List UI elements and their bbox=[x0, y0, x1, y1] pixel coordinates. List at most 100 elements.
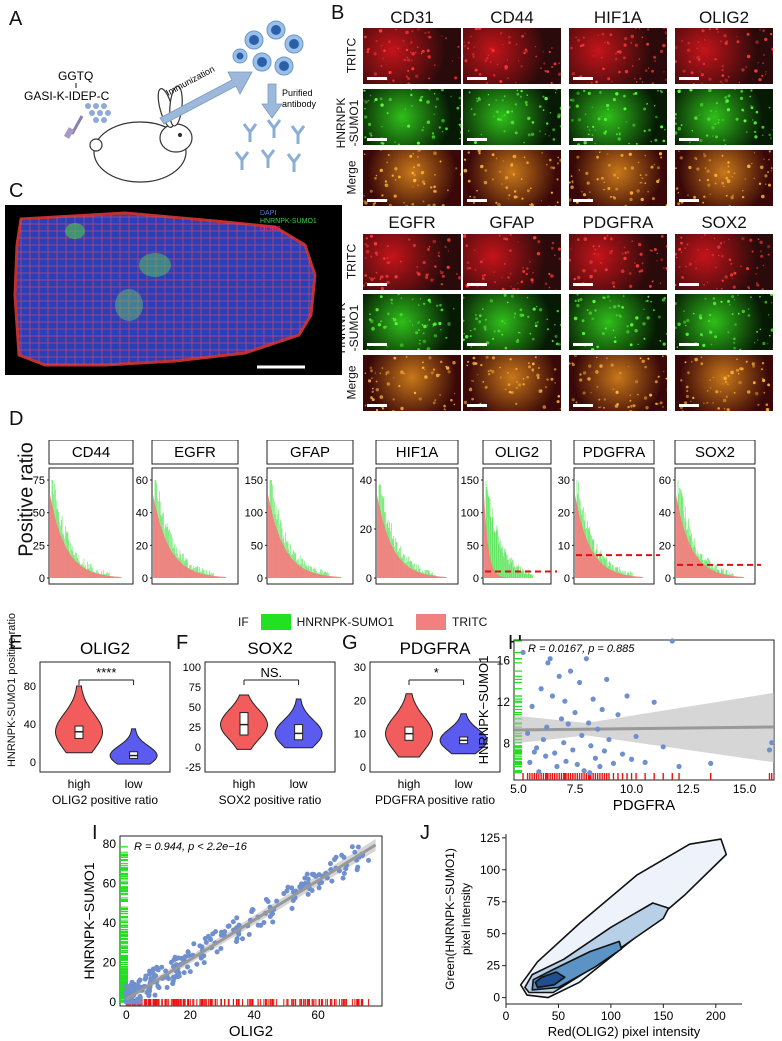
scatter-point bbox=[155, 983, 161, 989]
scatter-point bbox=[246, 931, 252, 937]
scatter-point bbox=[218, 932, 224, 938]
scale-bar bbox=[367, 283, 387, 286]
fit-line bbox=[125, 843, 377, 1001]
micrograph-hif1a-row2 bbox=[568, 149, 668, 207]
scatter-point bbox=[201, 953, 207, 959]
scatter-point bbox=[543, 753, 549, 759]
scale-bar bbox=[679, 77, 699, 80]
violin-xlabel: PDGFRA positive ratio bbox=[375, 793, 495, 807]
tick-label: 80 bbox=[103, 837, 117, 851]
facet-title: GFAP bbox=[290, 444, 330, 461]
scatter-point bbox=[624, 693, 630, 699]
tick-label: 100 bbox=[601, 1009, 621, 1023]
micrograph-egfr-row0 bbox=[362, 233, 462, 291]
scatter-point bbox=[587, 770, 593, 776]
tick-label: 100 bbox=[480, 863, 500, 877]
violin-title: PDGFRA bbox=[400, 639, 472, 658]
tick-label: 100 bbox=[461, 508, 479, 520]
scatter-point bbox=[133, 999, 139, 1005]
scale-bar bbox=[573, 343, 593, 346]
scatter-point bbox=[137, 977, 143, 983]
scatter-point bbox=[549, 693, 556, 699]
micrograph-pdgfra-row2 bbox=[568, 354, 668, 412]
violin-panels: OLIG2 0 40 80 high low **** OLIG2 positive rati… bbox=[24, 639, 501, 807]
scatter-point bbox=[298, 881, 304, 887]
scale-bar bbox=[679, 404, 699, 407]
scatter-point bbox=[152, 992, 158, 998]
scale-bar bbox=[367, 199, 387, 202]
tick-label: 50 bbox=[251, 540, 263, 552]
scale-bar bbox=[367, 404, 387, 407]
scatter-point bbox=[708, 760, 714, 767]
tritc-area bbox=[268, 494, 342, 578]
scatter-point bbox=[265, 898, 271, 904]
fit-line bbox=[513, 725, 775, 732]
scatter-point bbox=[579, 732, 585, 739]
scatter-point bbox=[339, 852, 345, 858]
tick-label: 20 bbox=[103, 956, 117, 970]
scatter-point bbox=[327, 861, 333, 867]
scatter-point bbox=[606, 736, 612, 743]
scatter-point bbox=[565, 721, 571, 727]
panel-a-label: A bbox=[9, 8, 23, 30]
scatter-point bbox=[289, 905, 295, 911]
tick-label: 100 bbox=[183, 662, 201, 674]
tick-label: 0 bbox=[366, 573, 372, 585]
scatter-point bbox=[203, 939, 209, 945]
tick-label: 50 bbox=[467, 540, 479, 552]
tick-label: 20 bbox=[136, 540, 148, 552]
tritc-area bbox=[676, 494, 744, 578]
tick-label: 60 bbox=[659, 475, 671, 487]
facet-title: PDGFRA bbox=[583, 444, 646, 461]
legend-olig2: OLIG2 bbox=[260, 226, 281, 233]
tick-label: 0 bbox=[195, 742, 201, 754]
facet-egfr: EGFR 0 20 40 60 bbox=[136, 440, 239, 585]
tick-label: 150 bbox=[461, 475, 479, 487]
scatter-point bbox=[302, 875, 308, 881]
scatter-point bbox=[343, 866, 349, 872]
tick-label: 75 bbox=[487, 895, 501, 909]
micrograph-cd31-row1 bbox=[362, 88, 462, 146]
scatter-point bbox=[218, 945, 224, 951]
scatter-point bbox=[538, 686, 544, 692]
tick-label: 5.0 bbox=[510, 782, 527, 796]
tick-label: 0 bbox=[142, 573, 148, 585]
tick-label: 16 bbox=[497, 654, 511, 668]
marker-header-sox2: SOX2 bbox=[701, 213, 747, 232]
scatter-point bbox=[676, 763, 682, 770]
row-label-merge: Merge bbox=[344, 365, 359, 400]
tick-label: 0 bbox=[503, 1009, 510, 1023]
tick-label: 60 bbox=[136, 475, 148, 487]
legend-swatch-red bbox=[416, 614, 447, 630]
micrograph-gfap-row0 bbox=[462, 233, 562, 291]
tick-label: 40 bbox=[103, 916, 117, 930]
tick-label: 20 bbox=[558, 508, 570, 520]
category-label: high bbox=[398, 777, 421, 791]
significance-label: * bbox=[434, 665, 439, 680]
scatter-point bbox=[187, 969, 193, 975]
scatter-point bbox=[249, 909, 255, 915]
tick-label: 20 bbox=[354, 695, 366, 707]
scatter-point bbox=[615, 712, 621, 718]
micrograph-cd44-row1 bbox=[462, 88, 562, 146]
scatter-point bbox=[175, 955, 181, 961]
scale-bar bbox=[573, 283, 593, 286]
tritc-area bbox=[377, 494, 447, 578]
tick-label: 40 bbox=[136, 508, 148, 520]
scatter-point bbox=[610, 760, 617, 767]
facet-title: HIF1A bbox=[396, 444, 439, 461]
scatter-point bbox=[222, 929, 228, 935]
tick-label: 10.0 bbox=[620, 782, 644, 796]
scatter-point bbox=[604, 676, 610, 683]
micrograph-cd31-row2 bbox=[362, 149, 462, 207]
scatter-point bbox=[540, 736, 546, 743]
purification-arrow bbox=[261, 83, 283, 119]
scatter-point bbox=[194, 961, 200, 967]
marker-header-gfap: GFAP bbox=[489, 213, 535, 232]
scatter-point bbox=[547, 656, 553, 662]
scale-bar bbox=[367, 77, 387, 80]
scale-bar bbox=[367, 343, 387, 346]
scatter-point bbox=[570, 747, 576, 753]
tick-label: 150 bbox=[245, 475, 263, 487]
panel-j-contour: 0 50 100 150 200 0 25 50 75 100 125 Red(OLIG2) pixe… bbox=[443, 831, 742, 1039]
